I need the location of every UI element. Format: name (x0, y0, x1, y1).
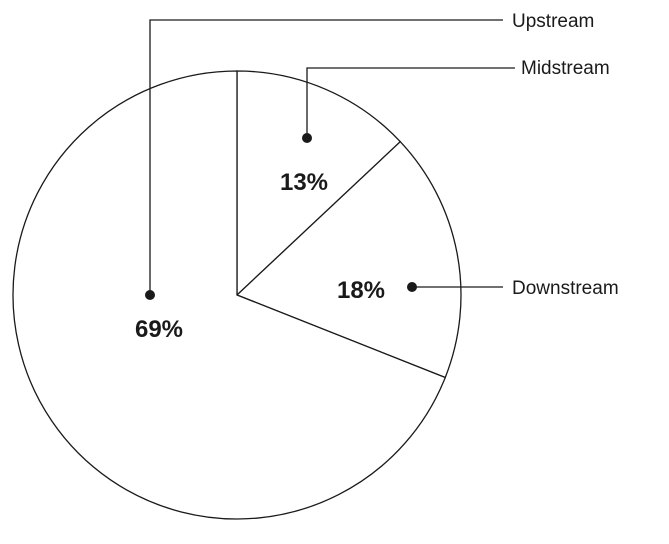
pie-slice-midstream (236, 70, 402, 297)
leader-lines-layer (145, 19, 515, 300)
labels-layer: 13% Midstream 18% Downstream 69% Upstream (135, 11, 619, 343)
category-label-downstream: Downstream (512, 278, 619, 299)
pie-slice-downstream (235, 140, 462, 379)
slice-value-label-upstream: 69% (135, 316, 183, 343)
slice-value-label-downstream: 18% (337, 277, 385, 304)
pie-slice-upstream (12, 70, 447, 520)
slice-value-label-midstream: 13% (280, 169, 328, 196)
leader-line-upstream (149, 19, 503, 295)
slices-layer (12, 70, 462, 520)
leader-dot-downstream (407, 282, 417, 292)
category-label-upstream: Upstream (512, 11, 594, 32)
leader-line-midstream (306, 67, 515, 138)
leader-dot-midstream (302, 133, 312, 143)
category-label-midstream: Midstream (521, 58, 610, 79)
leader-dot-upstream (145, 290, 155, 300)
